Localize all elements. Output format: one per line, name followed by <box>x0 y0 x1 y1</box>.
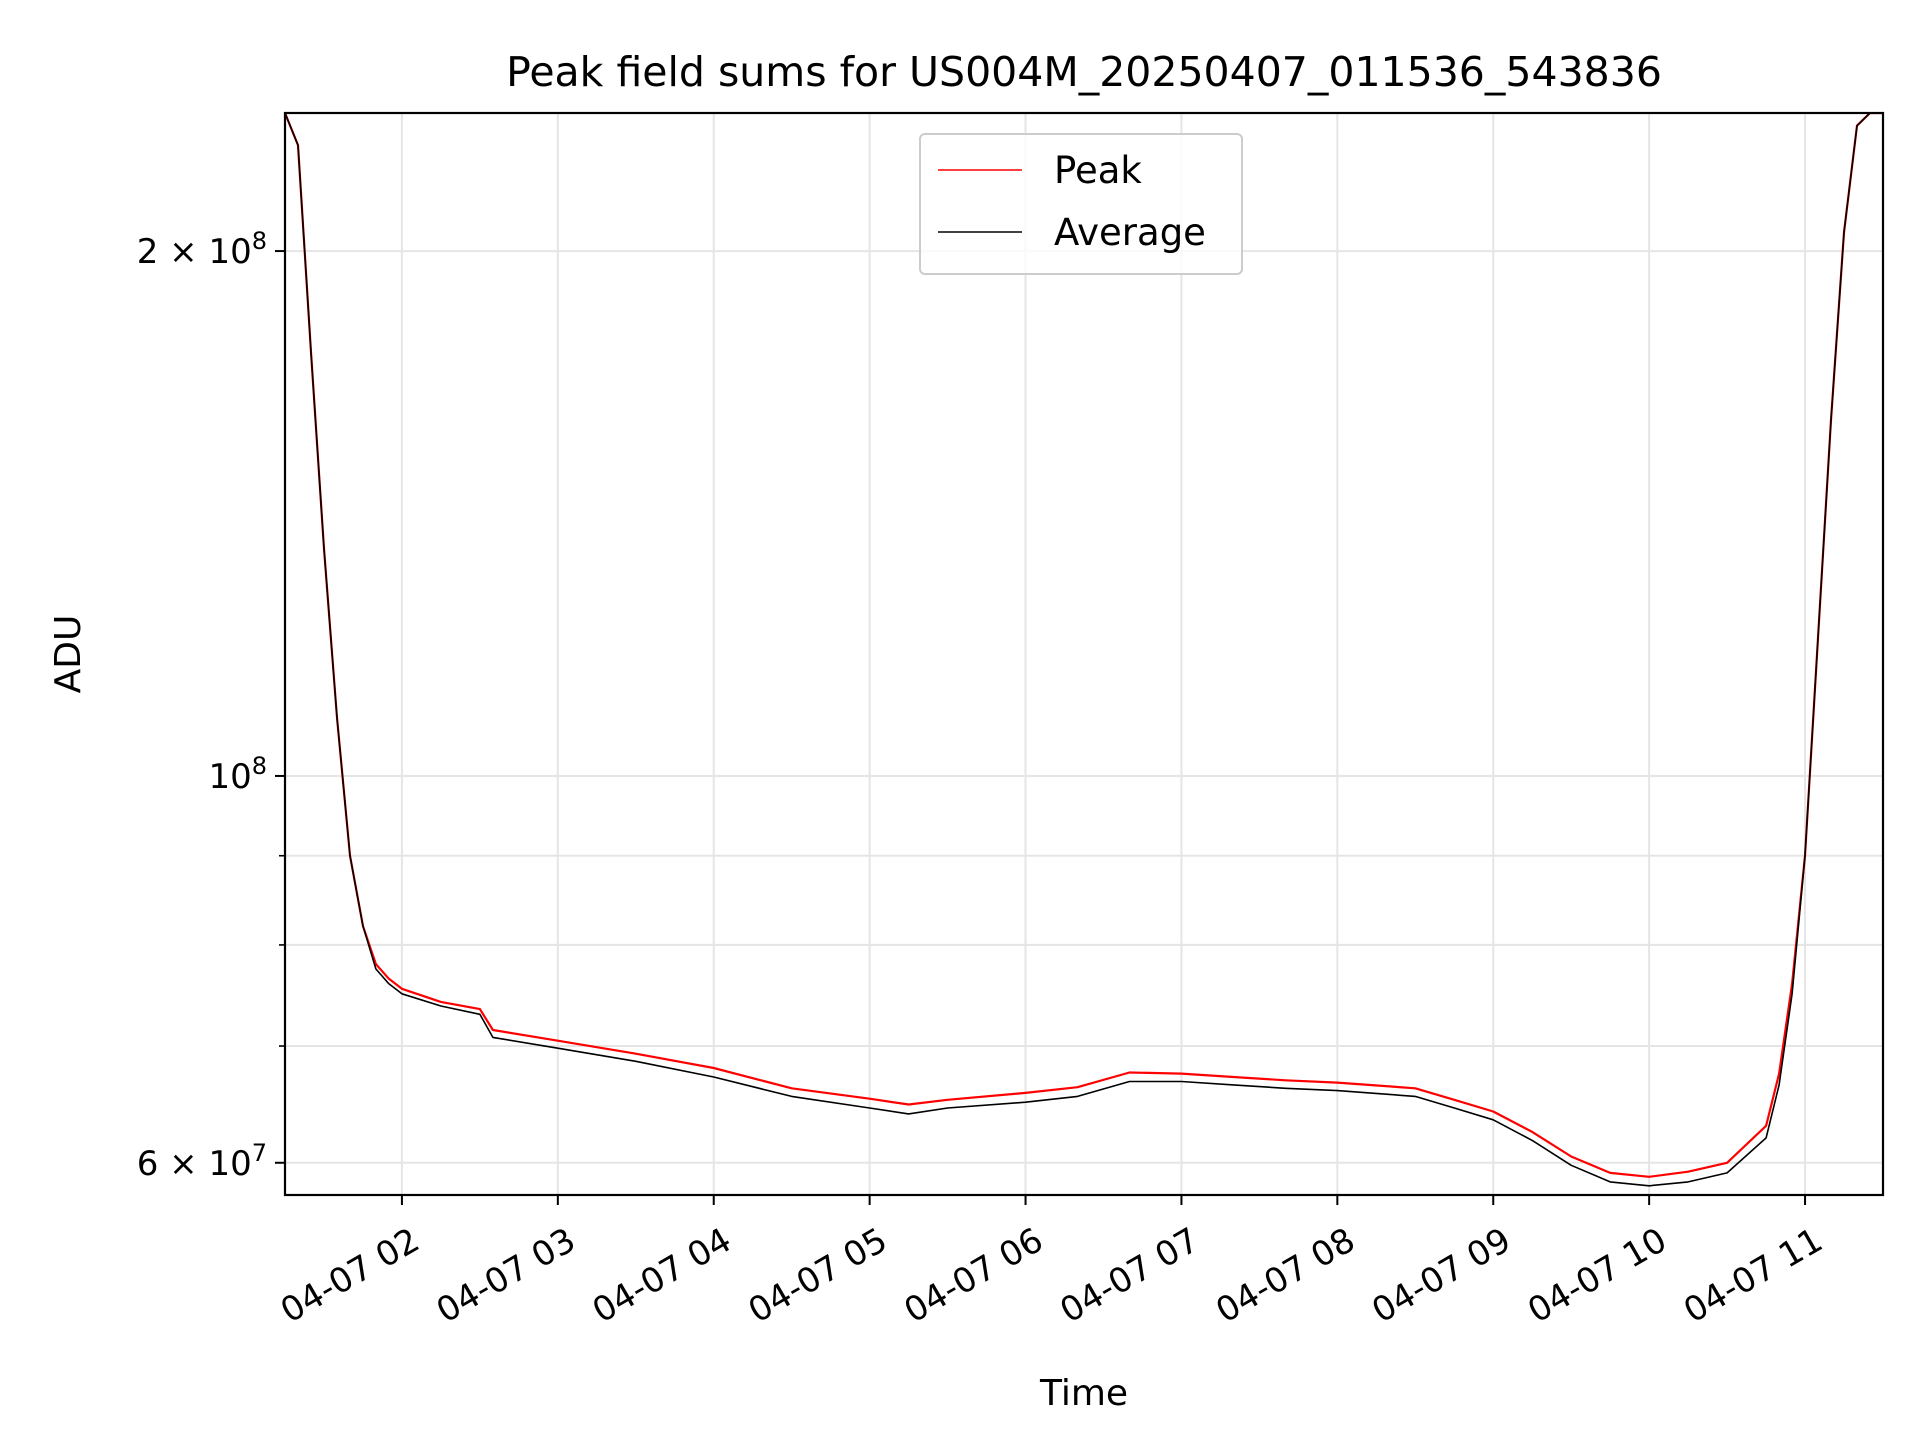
x-tick-label: 04-07 03 <box>430 1220 582 1331</box>
x-axis-ticks: 04-07 02 04-07 03 04-07 04 04-07 05 04-07 06… <box>274 1195 1830 1331</box>
series-line-peak <box>285 113 1883 1178</box>
y-tick-label: 108 <box>208 752 267 797</box>
y-tick-label: 2 × 108 <box>137 227 267 272</box>
series-line-average <box>285 113 1883 1187</box>
legend-label-peak: Peak <box>1054 149 1142 192</box>
x-tick-label: 04-07 04 <box>586 1220 738 1331</box>
x-tick-label: 04-07 09 <box>1365 1220 1517 1331</box>
x-tick-label: 04-07 07 <box>1054 1220 1206 1331</box>
x-axis-label: Time <box>1039 1373 1128 1414</box>
y-axis-ticks: 2 × 108 108 6 × 107 <box>137 227 285 1184</box>
series-layer <box>285 113 1883 1187</box>
x-tick-label: 04-07 08 <box>1209 1220 1361 1331</box>
plot-frame <box>283 111 1885 1197</box>
chart-title: Peak field sums for US004M_20250407_0115… <box>506 48 1662 96</box>
legend: Peak Average <box>919 133 1243 275</box>
legend-label-average: Average <box>1054 211 1206 254</box>
y-tick-label: 6 × 107 <box>137 1139 267 1184</box>
y-axis-label: ADU <box>48 615 89 694</box>
x-tick-label: 04-07 11 <box>1677 1220 1829 1331</box>
x-tick-label: 04-07 05 <box>742 1220 894 1331</box>
grid <box>285 113 1883 1195</box>
x-tick-label: 04-07 02 <box>274 1220 426 1331</box>
x-tick-label: 04-07 10 <box>1521 1220 1673 1331</box>
x-tick-label: 04-07 06 <box>898 1220 1050 1331</box>
legend-box <box>919 133 1243 275</box>
